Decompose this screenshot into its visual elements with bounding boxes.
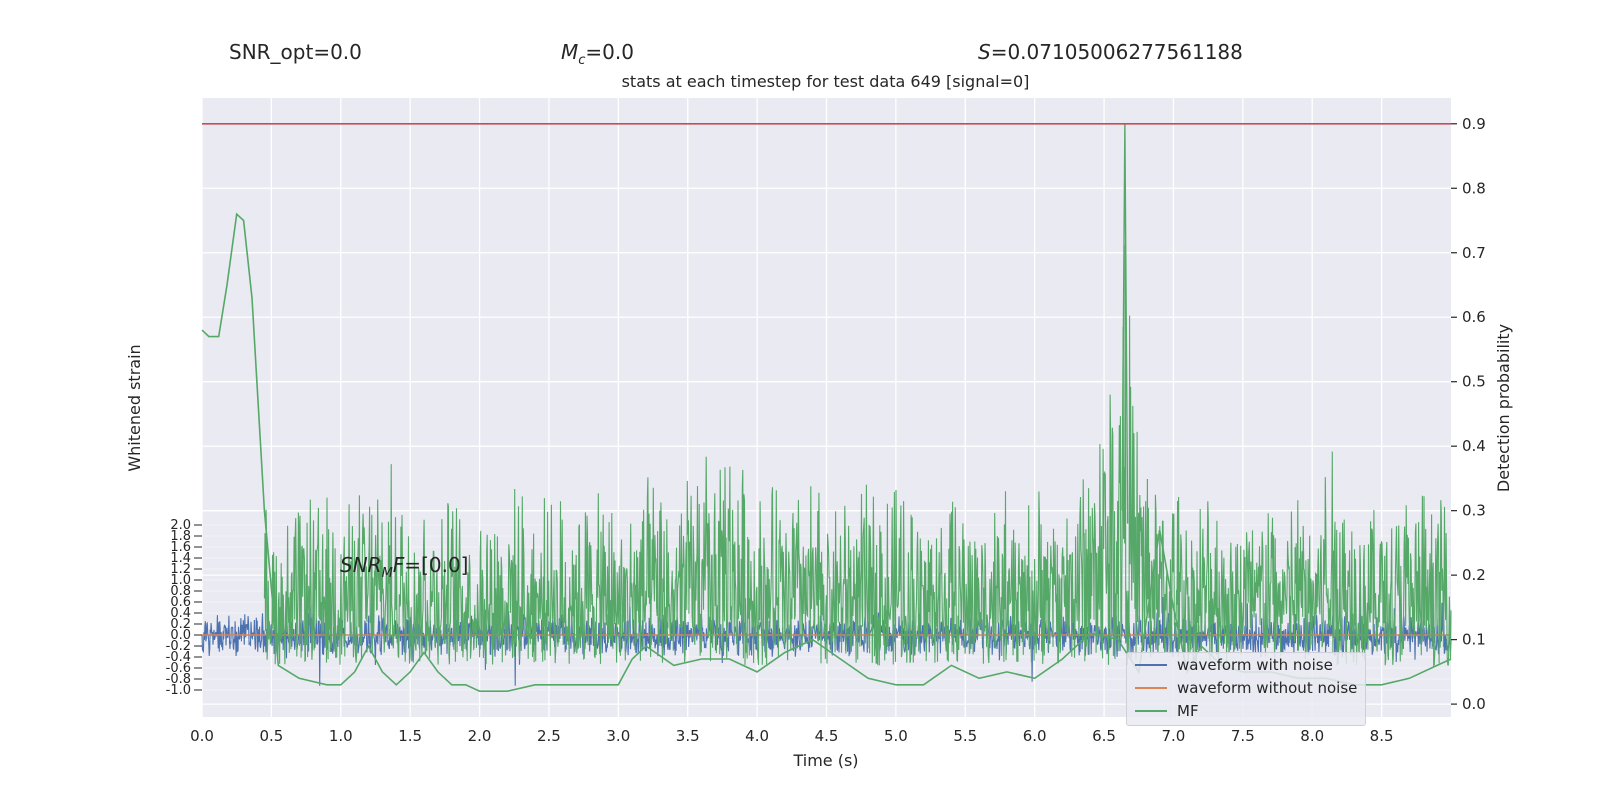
right-y-tick-label: 0.1 — [1462, 631, 1486, 649]
legend-swatch-mf — [1135, 709, 1167, 712]
x-tick-label: 1.5 — [398, 727, 422, 745]
x-tick-label: 5.0 — [884, 727, 908, 745]
left-y-tick-label: -0.4 — [166, 650, 191, 665]
snr-symbol: SNR — [340, 553, 382, 577]
mc-subscript: c — [578, 53, 586, 68]
right-y-tick-label: 0.5 — [1462, 373, 1486, 391]
right-y-tick-label: 0.3 — [1462, 502, 1486, 520]
right-y-tick-label: 0.2 — [1462, 566, 1486, 584]
left-y-tick-label: 0.6 — [170, 595, 191, 610]
left-y-tick-label: -0.8 — [166, 672, 191, 687]
x-tick-label: 8.0 — [1300, 727, 1324, 745]
right-y-tick-label: 0.8 — [1462, 179, 1486, 197]
x-tick-label: 2.0 — [468, 727, 492, 745]
snr-mf-label: SNRMF=[0.0] — [340, 553, 468, 581]
right-y-axis-label: Detection probability — [1494, 324, 1513, 492]
s-symbol: S — [978, 40, 991, 64]
x-tick-label: 7.5 — [1231, 727, 1255, 745]
left-y-tick-label: 0.2 — [170, 617, 191, 632]
right-y-tick-label: 0.7 — [1462, 244, 1486, 262]
left-y-tick-label: 1.0 — [170, 573, 191, 588]
s-value: =0.07105006277561188 — [990, 40, 1243, 64]
x-axis-label: Time (s) — [792, 751, 858, 770]
left-y-tick-label: 0.0 — [170, 628, 191, 643]
right-y-tick-label: 0.0 — [1462, 695, 1486, 713]
legend-label-noise: waveform with noise — [1177, 655, 1333, 674]
right-y-axis-ticks: 0.0 0.1 0.2 0.3 0.4 0.5 0.6 0.7 0.8 0.9 — [1451, 115, 1486, 713]
x-tick-label: 7.0 — [1162, 727, 1186, 745]
legend-item-noise: waveform with noise — [1135, 653, 1365, 676]
left-y-tick-label: 0.4 — [170, 606, 191, 621]
left-y-tick-label: -0.2 — [166, 639, 191, 654]
snr-subscript: M — [381, 566, 393, 581]
chirp-mass-label: Mc=0.0 — [561, 40, 634, 68]
left-y-tick-label: -1.0 — [166, 683, 191, 698]
legend: waveform with noise waveform without noi… — [1126, 652, 1366, 726]
right-y-tick-label: 0.9 — [1462, 115, 1486, 133]
snr-opt-label: SNR_opt=0.0 — [229, 40, 362, 64]
x-tick-label: 8.5 — [1370, 727, 1394, 745]
left-y-tick-label: 0.8 — [170, 584, 191, 599]
legend-label-mf: MF — [1177, 701, 1199, 720]
snr-tail: F — [392, 553, 405, 577]
mc-symbol: M — [561, 40, 579, 64]
x-tick-label: 4.0 — [745, 727, 769, 745]
x-tick-label: 0.5 — [259, 727, 283, 745]
snr-mf-value: =[0.0] — [404, 553, 469, 577]
x-tick-label: 6.5 — [1092, 727, 1116, 745]
legend-item-mf: MF — [1135, 699, 1365, 722]
x-tick-label: 4.5 — [815, 727, 839, 745]
left-y-tick-label: -0.6 — [166, 661, 191, 676]
left-y-tick-label: 2.0 — [170, 518, 191, 533]
mc-value: =0.0 — [585, 40, 634, 64]
mf-burst-line — [263, 244, 1452, 667]
x-axis-ticks: 0.0 0.5 1.0 1.5 2.0 2.5 3.0 3.5 4.0 4.5 5.0 5.5 6.0 6… — [190, 727, 1393, 745]
x-tick-label: 5.5 — [953, 727, 977, 745]
x-tick-label: 0.0 — [190, 727, 214, 745]
score-label: S=0.07105006277561188 — [978, 40, 1243, 64]
right-y-tick-label: 0.6 — [1462, 308, 1486, 326]
legend-label-clean: waveform without noise — [1177, 678, 1358, 697]
left-y-axis-ticks: -1.0-0.8-0.6-0.4-0.20.00.20.40.60.81.01.… — [166, 518, 202, 698]
left-y-axis-label: Whitened strain — [125, 344, 144, 471]
right-y-tick-label: 0.4 — [1462, 437, 1486, 455]
left-y-tick-label: 1.8 — [170, 529, 191, 544]
left-y-tick-label: 1.2 — [170, 562, 191, 577]
x-tick-label: 3.5 — [676, 727, 700, 745]
legend-item-clean: waveform without noise — [1135, 676, 1365, 699]
x-tick-label: 6.0 — [1023, 727, 1047, 745]
legend-swatch-clean — [1135, 686, 1167, 689]
x-tick-label: 3.0 — [606, 727, 630, 745]
legend-swatch-noise — [1135, 663, 1167, 666]
x-tick-label: 1.0 — [329, 727, 353, 745]
x-tick-label: 2.5 — [537, 727, 561, 745]
left-y-tick-label: 1.6 — [170, 540, 191, 555]
left-y-tick-label: 1.4 — [170, 551, 191, 566]
chart-subtitle: stats at each timestep for test data 649… — [621, 72, 1030, 91]
